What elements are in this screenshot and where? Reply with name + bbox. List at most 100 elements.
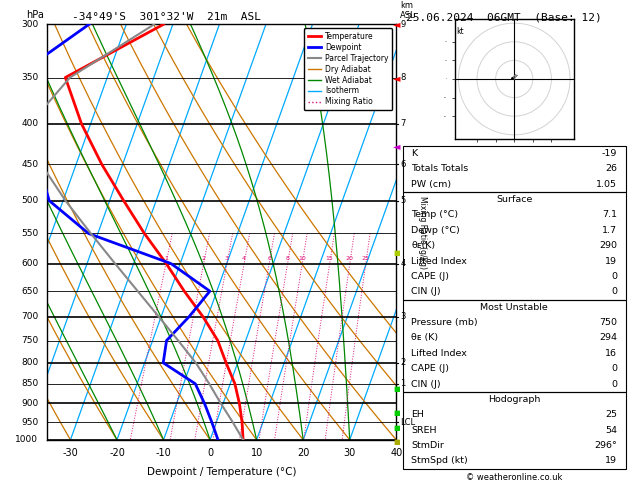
Text: 700: 700 [21, 312, 38, 321]
Text: 3: 3 [225, 257, 229, 261]
Text: 16: 16 [605, 349, 617, 358]
Text: StmSpd (kt): StmSpd (kt) [411, 456, 468, 466]
Text: 1000: 1000 [16, 435, 38, 444]
Text: 19: 19 [605, 456, 617, 466]
Text: θᴇ(K): θᴇ(K) [411, 241, 436, 250]
Text: 1: 1 [401, 379, 406, 388]
Text: 7.1: 7.1 [602, 210, 617, 220]
Text: 25: 25 [362, 257, 370, 261]
Text: 600: 600 [21, 259, 38, 268]
Text: PW (cm): PW (cm) [411, 180, 452, 189]
Text: 500: 500 [21, 196, 38, 205]
Text: 26: 26 [605, 164, 617, 174]
Text: 650: 650 [21, 287, 38, 295]
Text: 8: 8 [286, 257, 289, 261]
Text: Mixing Ratio (g/kg): Mixing Ratio (g/kg) [418, 195, 427, 269]
Text: Lifted Index: Lifted Index [411, 349, 467, 358]
Text: 20: 20 [346, 257, 353, 261]
Text: K: K [411, 149, 418, 158]
Text: Hodograph: Hodograph [488, 395, 540, 404]
Text: 40: 40 [390, 448, 403, 458]
Text: © weatheronline.co.uk: © weatheronline.co.uk [466, 473, 562, 482]
Text: ■: ■ [393, 439, 399, 445]
Text: SREH: SREH [411, 426, 437, 434]
Text: km
ASL: km ASL [400, 1, 415, 20]
Text: 6: 6 [401, 160, 406, 169]
Text: -34°49'S  301°32'W  21m  ASL: -34°49'S 301°32'W 21m ASL [72, 12, 261, 22]
Text: CAPE (J): CAPE (J) [411, 272, 450, 281]
Text: 350: 350 [21, 73, 38, 82]
Text: Pressure (mb): Pressure (mb) [411, 318, 478, 327]
Text: LCL: LCL [401, 417, 416, 427]
Text: EH: EH [411, 410, 425, 419]
Text: StmDir: StmDir [411, 441, 444, 450]
Text: -20: -20 [109, 448, 125, 458]
Text: 1.05: 1.05 [596, 180, 617, 189]
Text: CIN (J): CIN (J) [411, 380, 441, 388]
Text: 550: 550 [21, 229, 38, 238]
Text: 800: 800 [21, 358, 38, 367]
Text: 0: 0 [611, 380, 617, 388]
Text: ■: ■ [393, 410, 399, 416]
Text: 20: 20 [297, 448, 309, 458]
Text: 15: 15 [326, 257, 333, 261]
Text: 19: 19 [605, 257, 617, 265]
Bar [403, 392, 626, 469]
Text: 6: 6 [267, 257, 271, 261]
Text: Dewpoint / Temperature (°C): Dewpoint / Temperature (°C) [147, 467, 296, 477]
Text: -10: -10 [155, 448, 172, 458]
Text: 300: 300 [21, 20, 38, 29]
Text: 0: 0 [207, 448, 213, 458]
Text: Surface: Surface [496, 195, 532, 204]
Text: 0: 0 [611, 364, 617, 373]
Text: ◄: ◄ [392, 19, 400, 29]
Text: Lifted Index: Lifted Index [411, 257, 467, 265]
Text: hPa: hPa [26, 10, 44, 20]
Text: 10: 10 [250, 448, 263, 458]
Text: 900: 900 [21, 399, 38, 408]
Text: 7: 7 [401, 119, 406, 128]
Text: ■: ■ [393, 425, 399, 431]
Text: 10: 10 [298, 257, 306, 261]
Text: θᴇ (K): θᴇ (K) [411, 333, 438, 343]
Text: 1: 1 [164, 257, 168, 261]
Text: 750: 750 [21, 336, 38, 345]
Text: 290: 290 [599, 241, 617, 250]
Text: 4: 4 [401, 259, 406, 268]
Text: 30: 30 [343, 448, 356, 458]
Text: 1.7: 1.7 [602, 226, 617, 235]
Bar [403, 299, 626, 392]
Text: 950: 950 [21, 417, 38, 427]
Text: -30: -30 [62, 448, 79, 458]
Legend: Temperature, Dewpoint, Parcel Trajectory, Dry Adiabat, Wet Adiabat, Isotherm, Mi: Temperature, Dewpoint, Parcel Trajectory… [304, 28, 392, 110]
Text: Totals Totals: Totals Totals [411, 164, 469, 174]
Text: ◄: ◄ [392, 73, 400, 83]
Text: 0: 0 [611, 272, 617, 281]
Text: Most Unstable: Most Unstable [481, 303, 548, 312]
Text: 296°: 296° [594, 441, 617, 450]
Text: -19: -19 [601, 149, 617, 158]
Text: CIN (J): CIN (J) [411, 287, 441, 296]
Text: CAPE (J): CAPE (J) [411, 364, 450, 373]
Text: 294: 294 [599, 333, 617, 343]
Text: 400: 400 [21, 119, 38, 128]
Text: 3: 3 [401, 312, 406, 321]
Text: 4: 4 [242, 257, 246, 261]
Text: 0: 0 [611, 287, 617, 296]
Text: 450: 450 [21, 160, 38, 169]
Text: 2: 2 [202, 257, 206, 261]
Text: kt: kt [456, 27, 464, 36]
Text: ■: ■ [393, 386, 399, 392]
Text: 2: 2 [401, 358, 406, 367]
Text: 850: 850 [21, 379, 38, 388]
Text: ■: ■ [393, 250, 399, 256]
Text: 750: 750 [599, 318, 617, 327]
Text: 54: 54 [605, 426, 617, 434]
Text: Dewp (°C): Dewp (°C) [411, 226, 460, 235]
Text: Temp (°C): Temp (°C) [411, 210, 459, 220]
Text: 9: 9 [401, 20, 406, 29]
Text: 8: 8 [401, 73, 406, 82]
Text: ◄: ◄ [392, 141, 400, 151]
Text: 5: 5 [401, 196, 406, 205]
Text: 25: 25 [605, 410, 617, 419]
